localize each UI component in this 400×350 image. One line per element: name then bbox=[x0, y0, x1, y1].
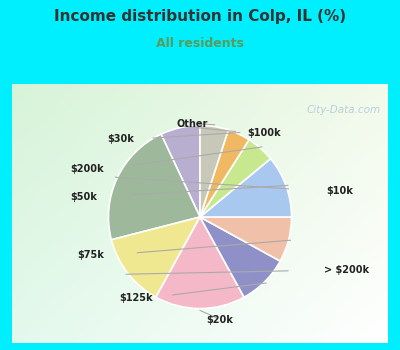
Text: $50k: $50k bbox=[71, 192, 98, 202]
Text: $75k: $75k bbox=[77, 251, 104, 260]
Wedge shape bbox=[111, 217, 200, 297]
Wedge shape bbox=[200, 159, 292, 217]
Wedge shape bbox=[200, 140, 270, 217]
Text: $100k: $100k bbox=[248, 128, 281, 138]
Wedge shape bbox=[108, 134, 200, 240]
Wedge shape bbox=[200, 125, 228, 217]
Text: City-Data.com: City-Data.com bbox=[306, 105, 380, 115]
Text: > $200k: > $200k bbox=[324, 265, 369, 275]
Text: $200k: $200k bbox=[70, 164, 104, 174]
Wedge shape bbox=[200, 217, 292, 261]
Wedge shape bbox=[156, 217, 244, 309]
Text: All residents: All residents bbox=[156, 37, 244, 50]
Text: Income distribution in Colp, IL (%): Income distribution in Colp, IL (%) bbox=[54, 9, 346, 24]
Text: $20k: $20k bbox=[207, 315, 234, 324]
Text: $10k: $10k bbox=[326, 186, 353, 196]
Text: Other: Other bbox=[177, 119, 208, 129]
Text: $125k: $125k bbox=[119, 293, 152, 302]
Text: $30k: $30k bbox=[107, 134, 134, 144]
Wedge shape bbox=[200, 130, 249, 217]
Wedge shape bbox=[200, 217, 280, 297]
Wedge shape bbox=[161, 125, 200, 217]
